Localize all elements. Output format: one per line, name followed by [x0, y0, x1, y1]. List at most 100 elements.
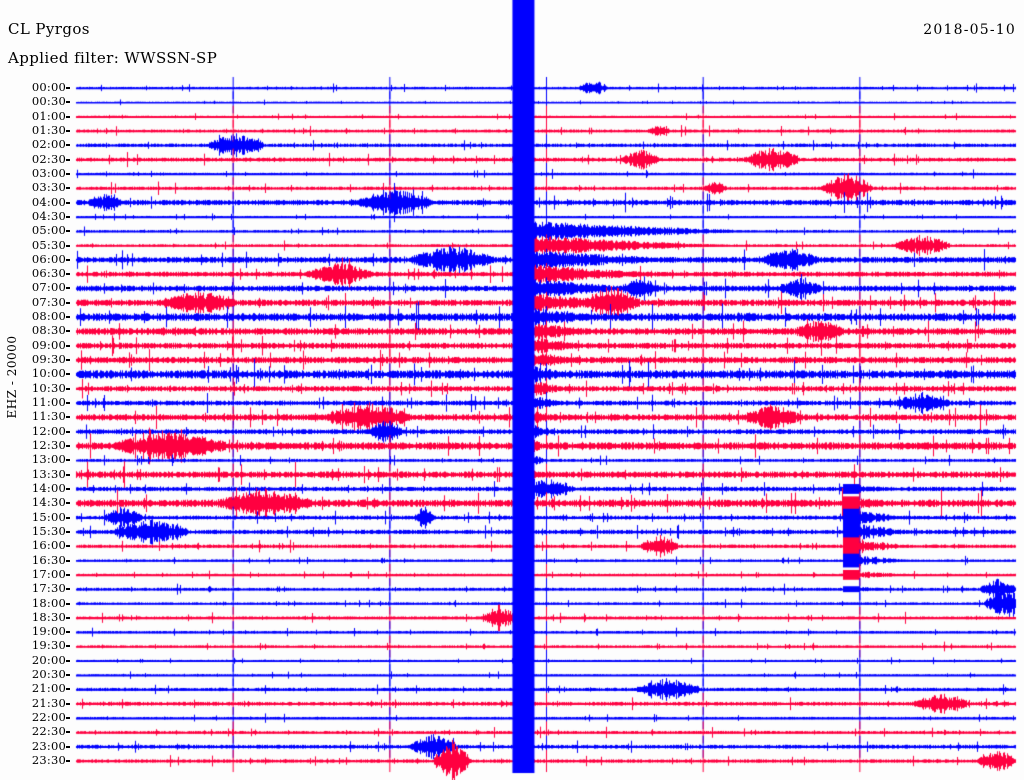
time-tick	[66, 258, 70, 261]
time-tick	[66, 530, 70, 533]
time-label: 23:30	[31, 753, 66, 768]
time-label: 07:30	[31, 294, 66, 309]
time-tick	[66, 516, 70, 519]
station-name: CL Pyrgos	[8, 20, 90, 38]
time-label: 14:30	[31, 495, 66, 510]
time-label: 20:30	[31, 667, 66, 682]
time-tick	[66, 573, 70, 576]
time-label: 16:30	[31, 552, 66, 567]
time-label: 03:00	[31, 165, 66, 180]
time-tick	[66, 273, 70, 276]
time-tick	[66, 430, 70, 433]
time-label: 02:30	[31, 151, 66, 166]
time-tick	[66, 645, 70, 648]
time-tick	[66, 702, 70, 705]
time-tick	[66, 101, 70, 104]
time-label: 17:30	[31, 581, 66, 596]
time-label: 06:30	[31, 266, 66, 281]
time-label: 22:00	[31, 710, 66, 725]
record-date: 2018-05-10	[923, 22, 1016, 38]
time-label: 02:00	[31, 137, 66, 152]
time-tick	[66, 473, 70, 476]
time-tick	[66, 659, 70, 662]
time-label: 19:30	[31, 638, 66, 653]
time-label: 03:30	[31, 180, 66, 195]
time-tick	[66, 330, 70, 333]
time-label: 08:00	[31, 309, 66, 324]
time-label: 21:30	[31, 695, 66, 710]
time-tick	[66, 731, 70, 734]
time-tick	[66, 287, 70, 290]
time-tick	[66, 201, 70, 204]
applied-filter-label: Applied filter: WWSSN-SP	[8, 49, 218, 67]
time-axis: 00:00 00:30 01:00 01:30 02:00 02:30 03:00 03:30…	[0, 0, 76, 780]
time-tick	[66, 487, 70, 490]
time-label: 14:00	[31, 480, 66, 495]
time-label: 08:30	[31, 323, 66, 338]
time-tick	[66, 172, 70, 175]
time-label: 11:00	[31, 395, 66, 410]
time-label: 18:30	[31, 609, 66, 624]
time-tick	[66, 316, 70, 319]
time-tick	[66, 144, 70, 147]
time-label: 17:00	[31, 566, 66, 581]
time-label: 13:00	[31, 452, 66, 467]
time-tick	[66, 158, 70, 161]
time-label: 09:00	[31, 337, 66, 352]
time-label: 16:00	[31, 538, 66, 553]
time-tick	[66, 545, 70, 548]
time-tick	[66, 688, 70, 691]
time-tick	[66, 588, 70, 591]
time-tick	[66, 301, 70, 304]
time-label: 11:30	[31, 409, 66, 424]
time-tick	[66, 115, 70, 118]
time-tick	[66, 760, 70, 763]
time-label: 21:00	[31, 681, 66, 696]
time-tick	[66, 631, 70, 634]
time-label: 04:00	[31, 194, 66, 209]
time-label: 10:30	[31, 380, 66, 395]
time-tick	[66, 344, 70, 347]
time-tick	[66, 602, 70, 605]
time-tick	[66, 129, 70, 132]
time-label: 12:30	[31, 438, 66, 452]
time-tick	[66, 745, 70, 748]
time-label: 00:30	[31, 94, 66, 109]
time-label: 05:00	[31, 223, 66, 238]
time-label: 22:30	[31, 724, 66, 739]
time-tick	[66, 215, 70, 218]
time-tick	[66, 559, 70, 562]
time-tick	[66, 244, 70, 247]
time-tick	[66, 717, 70, 720]
time-label: 13:30	[31, 466, 66, 481]
time-tick	[66, 674, 70, 677]
time-tick	[66, 187, 70, 190]
time-label: 04:30	[31, 208, 66, 223]
time-label: 20:00	[31, 652, 66, 667]
time-tick	[66, 502, 70, 505]
time-label: 19:00	[31, 624, 66, 639]
time-label: 15:00	[31, 509, 66, 524]
time-tick	[66, 373, 70, 376]
time-label: 07:00	[31, 280, 66, 295]
time-label: 01:00	[31, 108, 66, 123]
time-tick	[66, 616, 70, 619]
time-tick	[66, 416, 70, 419]
time-tick	[66, 387, 70, 390]
time-label: 09:30	[31, 352, 66, 367]
time-label: 05:30	[31, 237, 66, 252]
time-label: 12:00	[31, 423, 66, 438]
time-label: 23:00	[31, 738, 66, 753]
time-tick	[66, 402, 70, 405]
time-label: 06:00	[31, 251, 66, 266]
time-label: 18:00	[31, 595, 66, 610]
time-label: 01:30	[31, 122, 66, 137]
time-tick	[66, 359, 70, 362]
time-tick	[66, 87, 70, 89]
time-label: 10:00	[31, 366, 66, 381]
time-tick	[66, 459, 70, 462]
time-tick	[66, 230, 70, 233]
time-label: 15:30	[31, 523, 66, 538]
